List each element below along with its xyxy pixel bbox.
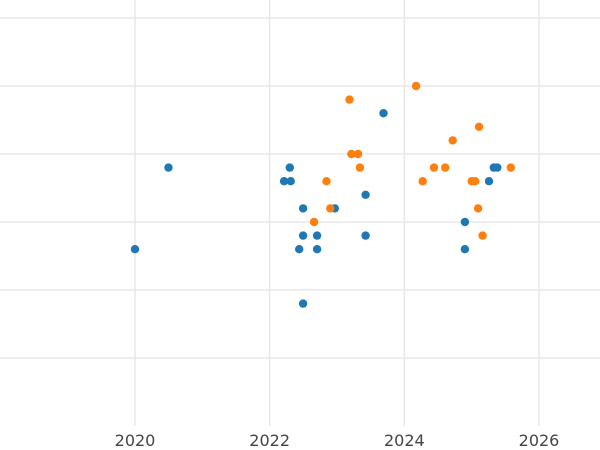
data-point-series-1 bbox=[298, 231, 308, 240]
data-points bbox=[130, 81, 515, 308]
data-point-series-2 bbox=[429, 163, 439, 172]
data-point-series-1 bbox=[279, 177, 289, 186]
data-point-series-1 bbox=[361, 231, 370, 240]
data-point-series-1 bbox=[286, 177, 295, 186]
data-point-series-2 bbox=[506, 163, 515, 172]
data-point-series-1 bbox=[285, 163, 294, 172]
data-point-series-2 bbox=[471, 177, 480, 186]
data-point-series-2 bbox=[326, 204, 335, 213]
data-point-series-1 bbox=[484, 177, 494, 186]
data-point-series-2 bbox=[448, 136, 457, 145]
data-point-series-1 bbox=[312, 245, 322, 254]
data-point-series-1 bbox=[460, 217, 470, 227]
data-point-series-1 bbox=[298, 204, 308, 213]
data-point-series-2 bbox=[411, 81, 421, 91]
data-point-series-1 bbox=[460, 245, 470, 254]
data-point-series-1 bbox=[130, 245, 140, 254]
grid bbox=[0, 0, 600, 426]
data-point-series-1 bbox=[379, 109, 388, 118]
data-point-series-2 bbox=[353, 149, 363, 159]
data-point-series-2 bbox=[441, 163, 450, 172]
data-point-series-2 bbox=[347, 149, 356, 159]
data-point-series-1 bbox=[298, 299, 308, 308]
data-point-series-1 bbox=[295, 245, 304, 254]
data-point-series-1 bbox=[312, 231, 322, 240]
data-point-series-1 bbox=[493, 163, 502, 172]
data-point-series-2 bbox=[345, 95, 354, 104]
data-point-series-2 bbox=[418, 177, 427, 186]
x-tick-label: 2024 bbox=[384, 431, 425, 450]
x-tick-label: 2022 bbox=[249, 431, 290, 450]
x-tick-label: 2020 bbox=[115, 431, 156, 450]
data-point-series-2 bbox=[322, 177, 331, 186]
data-point-series-2 bbox=[474, 122, 484, 131]
data-point-series-2 bbox=[473, 204, 483, 213]
data-point-series-2 bbox=[355, 163, 365, 172]
x-axis-ticks: 2020 2022 2024 2026 bbox=[115, 431, 560, 450]
x-tick-label: 2026 bbox=[519, 431, 560, 450]
data-point-series-2 bbox=[309, 217, 319, 227]
data-point-series-1 bbox=[361, 190, 370, 199]
data-point-series-1 bbox=[164, 163, 173, 172]
data-point-series-2 bbox=[478, 231, 487, 240]
